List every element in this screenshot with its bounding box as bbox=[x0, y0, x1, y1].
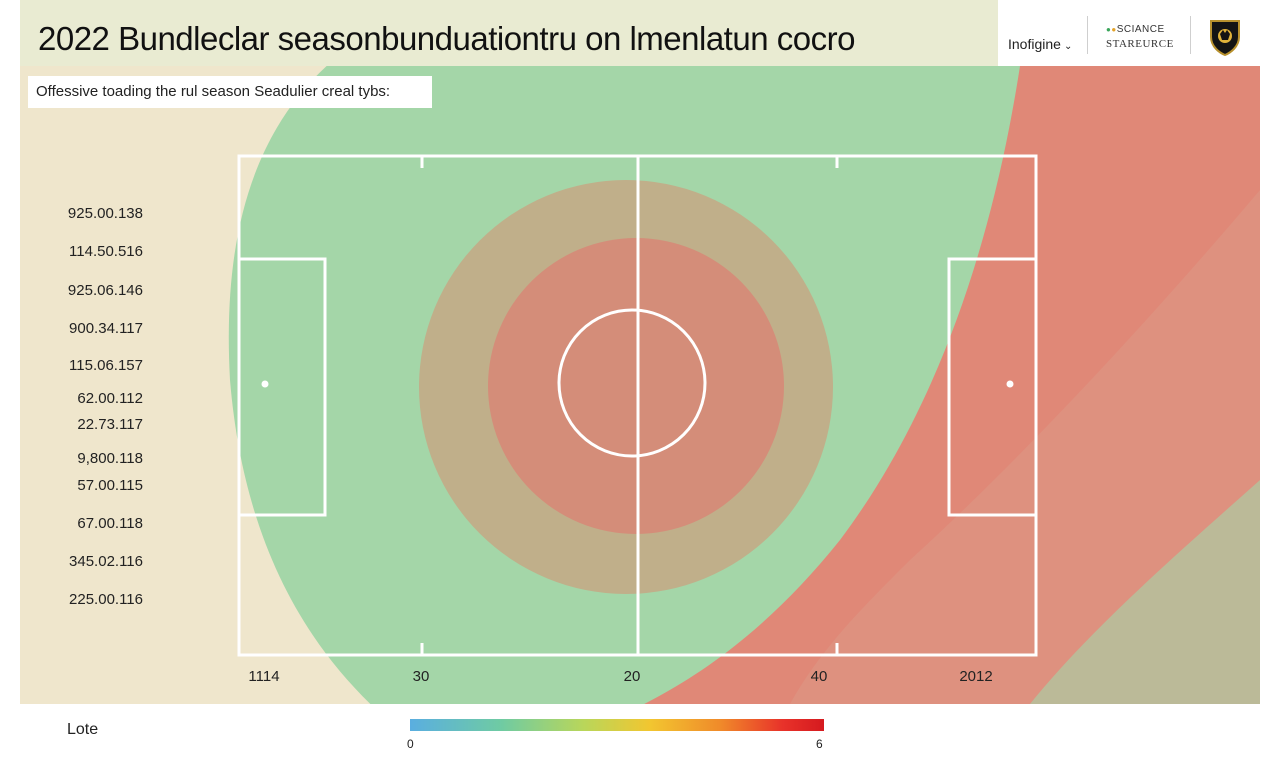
row-label: 114.50.516 bbox=[69, 243, 143, 260]
row-label: 62.00.112 bbox=[77, 390, 143, 407]
row-label: 925.00.138 bbox=[67, 205, 143, 222]
row-label: 67.00.118 bbox=[77, 515, 143, 532]
club-crest-icon[interactable] bbox=[1208, 18, 1242, 56]
row-label: 57.00.115 bbox=[77, 477, 143, 494]
brand-line1: SCIANCE bbox=[1116, 24, 1165, 35]
x-tick-label: 30 bbox=[412, 668, 430, 685]
page-title: 2022 Bundleclar seasonbunduationtru on l… bbox=[38, 20, 855, 57]
legend-max-label: 6 bbox=[816, 737, 823, 751]
legend-label: Lote bbox=[67, 721, 99, 738]
filter-dropdown-label: Inofigine bbox=[1008, 36, 1061, 52]
header-divider bbox=[1087, 16, 1088, 54]
left-penalty-box bbox=[237, 257, 327, 517]
x-tick-label: 20 bbox=[623, 668, 641, 685]
pitch-heatmap bbox=[20, 66, 1260, 704]
row-label: 925.06.146 bbox=[67, 282, 143, 299]
chart-subtitle: Offessive toading the rul season Seaduli… bbox=[28, 76, 432, 108]
row-label: 225.00.116 bbox=[69, 591, 143, 608]
brand-dot-icon: ● bbox=[1106, 25, 1112, 34]
color-scale-bar bbox=[410, 719, 824, 731]
row-label: 22.73.117 bbox=[77, 416, 143, 433]
row-label: 345.02.116 bbox=[69, 553, 143, 570]
row-label: 115.06.157 bbox=[69, 357, 143, 374]
pitch-lines bbox=[237, 154, 1038, 657]
x-tick-label: 1114 bbox=[248, 668, 280, 685]
brand-line2: STAREURCE bbox=[1106, 38, 1174, 50]
row-label: 900.34.117 bbox=[69, 320, 143, 337]
filter-dropdown[interactable]: Inofigine ⌄ bbox=[1008, 36, 1072, 52]
brand-dot-icon: ● bbox=[1111, 25, 1117, 34]
row-label: 9,800.118 bbox=[77, 450, 143, 467]
x-tick-label: 40 bbox=[810, 668, 828, 685]
right-penalty-box bbox=[947, 257, 1038, 517]
legend-min-label: 0 bbox=[407, 737, 414, 751]
right-penalty-spot bbox=[1006, 380, 1014, 388]
center-circle bbox=[557, 308, 707, 458]
zone-green-corner bbox=[1030, 480, 1260, 704]
brand-logo[interactable]: ●●SCIANCE STAREURCE bbox=[1106, 23, 1174, 51]
x-tick-label: 2012 bbox=[959, 668, 993, 685]
zone-red-center bbox=[488, 238, 784, 534]
header-divider bbox=[1190, 16, 1191, 54]
left-penalty-spot bbox=[261, 380, 269, 388]
zone-red-wedge-light bbox=[790, 190, 1260, 704]
chevron-down-icon: ⌄ bbox=[1063, 41, 1073, 52]
